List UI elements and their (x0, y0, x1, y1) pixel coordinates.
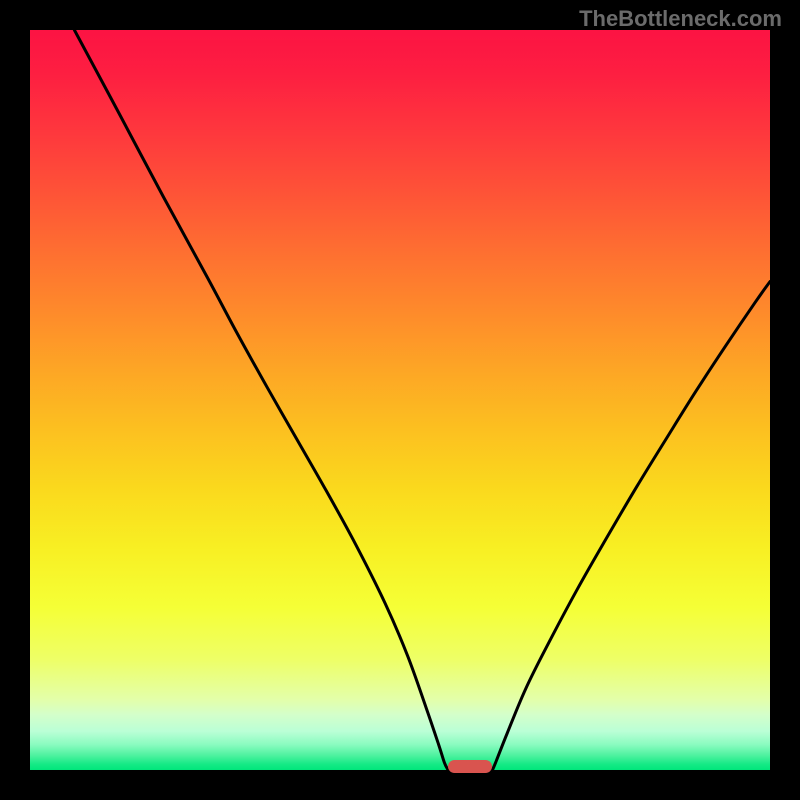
plot-area (30, 30, 770, 770)
watermark-text: TheBottleneck.com (579, 6, 782, 32)
gradient-background (30, 30, 770, 770)
bottleneck-marker (448, 760, 492, 773)
chart-frame: TheBottleneck.com (0, 0, 800, 800)
gradient-and-curve-svg (30, 30, 770, 770)
